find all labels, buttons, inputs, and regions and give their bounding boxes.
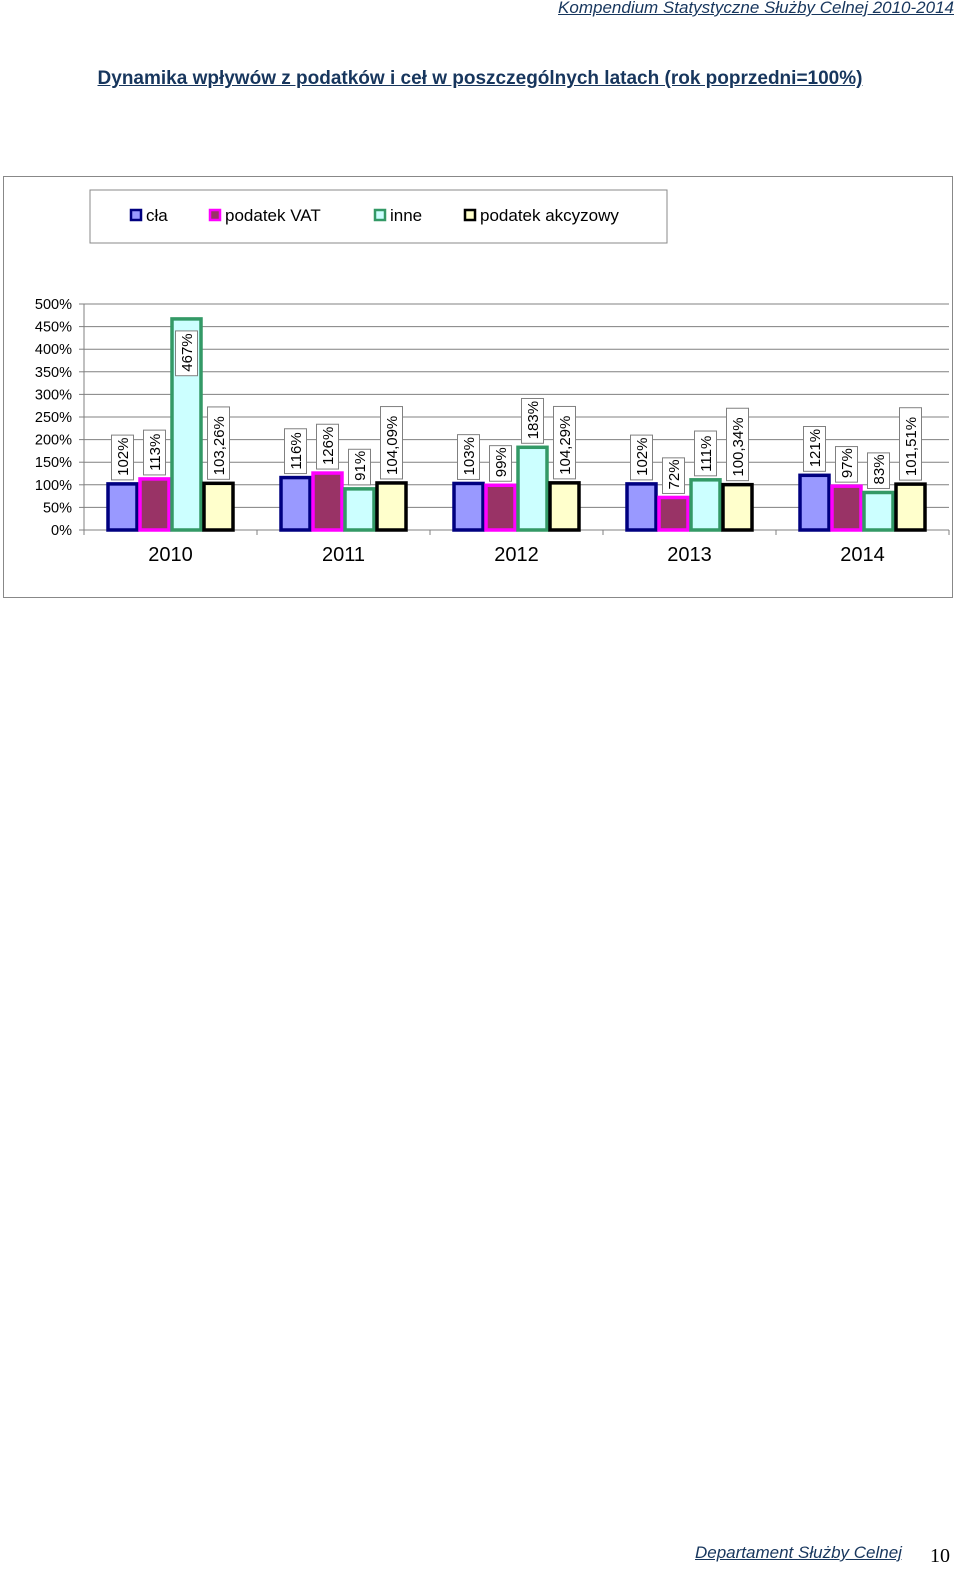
data-label: 97% [839, 448, 856, 478]
bar [202, 481, 235, 532]
legend-swatch [129, 208, 143, 222]
data-label-box [380, 406, 403, 480]
bar [548, 481, 581, 532]
x-category-label: 2012 [494, 544, 539, 566]
bar [311, 471, 344, 532]
y-tick-label: 100% [35, 478, 72, 494]
data-label: 113% [147, 434, 164, 471]
legend-swatch [463, 208, 477, 222]
bar [484, 483, 517, 532]
legend-label: podatek VAT [225, 206, 321, 225]
data-label-box [835, 446, 858, 483]
bar [375, 481, 408, 532]
publication-title: Kompendium Statystyczne Służby Celnej 20… [558, 0, 954, 17]
data-label-box [284, 428, 307, 475]
bar [343, 487, 376, 532]
footer-department: Departament Służby Celnej [695, 1543, 902, 1562]
y-tick-label: 500% [35, 297, 72, 313]
data-label: 72% [666, 459, 683, 489]
x-category-label: 2010 [148, 544, 193, 566]
x-category-label: 2011 [322, 544, 365, 566]
data-label: 121% [807, 429, 824, 467]
y-tick-label: 300% [35, 387, 72, 403]
legend-label: podatek akcyzowy [480, 206, 619, 225]
data-label-box [662, 457, 685, 494]
chart-frame: cła podatek VAT inne podatek akcyzowy 0% 50% 1… [3, 176, 953, 598]
y-tick-label: 50% [43, 500, 72, 516]
data-label-box [630, 434, 653, 481]
data-label: 111% [698, 436, 715, 472]
data-label: 91% [352, 451, 369, 481]
data-label: 102% [634, 438, 651, 476]
data-label: 83% [871, 454, 888, 484]
data-label: 103,26% [211, 416, 228, 475]
data-label-box [694, 430, 717, 477]
data-label-box [111, 434, 134, 481]
bar [657, 495, 690, 532]
y-tick-label: 150% [35, 455, 72, 471]
y-tick-label: 400% [35, 342, 72, 358]
data-label-box [899, 407, 922, 481]
page-number: 10 [930, 1545, 950, 1567]
bar [625, 482, 658, 532]
bar [106, 482, 139, 532]
data-label: 116% [288, 432, 305, 469]
bar-chart: cła podatek VAT inne podatek akcyzowy 0% 50% 1… [35, 189, 950, 566]
legend-swatch [373, 208, 387, 222]
data-label-box [521, 397, 544, 444]
bar [279, 475, 312, 532]
bar [798, 473, 831, 532]
data-label-box [348, 448, 371, 486]
y-tick-label: 450% [35, 320, 72, 336]
data-label-box [316, 423, 339, 470]
chart-title: Dynamika wpływów z podatków i ceł w posz… [97, 68, 863, 89]
legend-swatch [208, 208, 222, 222]
bar [894, 482, 927, 532]
data-label-box [457, 434, 480, 480]
data-label: 103% [461, 437, 478, 475]
legend-label: inne [390, 206, 422, 225]
data-label-box [803, 426, 826, 472]
data-label: 183% [525, 401, 542, 439]
data-label: 99% [493, 447, 510, 477]
data-label: 102% [115, 438, 132, 476]
data-label-box [489, 445, 512, 482]
data-label-box [553, 405, 576, 480]
data-label-box [207, 406, 230, 480]
data-label-box [867, 452, 890, 489]
data-label-box [143, 429, 166, 476]
data-label-box [175, 330, 198, 377]
bar [721, 482, 754, 532]
y-tick-label: 0% [51, 523, 72, 539]
data-label: 101,51% [903, 417, 920, 476]
bar [689, 478, 722, 532]
bar [516, 445, 549, 532]
bar [138, 477, 171, 532]
x-category-label: 2014 [840, 544, 885, 566]
bar [452, 481, 485, 532]
data-label-box [726, 407, 749, 482]
y-tick-label: 250% [35, 410, 72, 426]
data-label: 100,34% [730, 417, 747, 476]
y-tick-label: 350% [35, 365, 72, 381]
bar [862, 490, 895, 532]
bar [830, 484, 863, 532]
data-label: 104,29% [557, 416, 574, 475]
legend-label: cła [146, 206, 168, 225]
data-label: 104,09% [384, 416, 401, 475]
x-category-label: 2013 [667, 544, 712, 566]
data-label: 467% [179, 333, 196, 371]
y-tick-label: 200% [35, 433, 72, 449]
data-label: 126% [320, 427, 337, 465]
